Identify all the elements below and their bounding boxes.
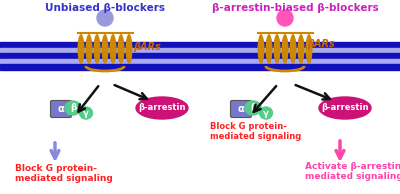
Text: βARs: βARs [307,39,335,49]
Text: β-arrestin: β-arrestin [321,104,369,113]
Ellipse shape [136,97,188,119]
Bar [0,53,400,59]
Text: β-arrestin-biased β-blockers: β-arrestin-biased β-blockers [212,3,378,13]
Ellipse shape [258,34,264,64]
Text: Block G protein-
mediated signaling: Block G protein- mediated signaling [210,122,301,141]
Text: β-arrestin: β-arrestin [138,104,186,113]
Bar [0,59,400,64]
Text: βARs: βARs [133,42,161,52]
Text: Unbiased β-blockers: Unbiased β-blockers [45,3,165,13]
Ellipse shape [290,34,296,64]
Text: γ: γ [83,108,89,118]
FancyBboxPatch shape [50,100,72,118]
Bar [0,64,400,70]
Ellipse shape [319,97,371,119]
Ellipse shape [80,107,92,119]
Text: Block G protein-
mediated signaling: Block G protein- mediated signaling [15,164,113,183]
Ellipse shape [282,34,288,64]
Bar [0,42,400,48]
Ellipse shape [298,34,304,64]
Ellipse shape [274,34,280,64]
Ellipse shape [266,34,272,64]
Ellipse shape [94,34,100,64]
Ellipse shape [126,34,132,64]
Ellipse shape [102,34,108,64]
Text: β: β [250,104,256,113]
Text: α: α [238,104,244,114]
Ellipse shape [260,107,272,119]
Bar [0,48,400,53]
Circle shape [277,10,293,26]
FancyBboxPatch shape [230,100,252,118]
Text: γ: γ [263,108,269,118]
Text: β: β [70,104,76,113]
Ellipse shape [78,34,84,64]
Ellipse shape [65,101,81,115]
Ellipse shape [86,34,92,64]
Text: α: α [58,104,64,114]
Text: Activate β-arrestin-
mediated signaling: Activate β-arrestin- mediated signaling [305,162,400,181]
Circle shape [97,10,113,26]
Ellipse shape [306,34,312,64]
Ellipse shape [245,101,261,115]
Ellipse shape [110,34,116,64]
Ellipse shape [118,34,124,64]
